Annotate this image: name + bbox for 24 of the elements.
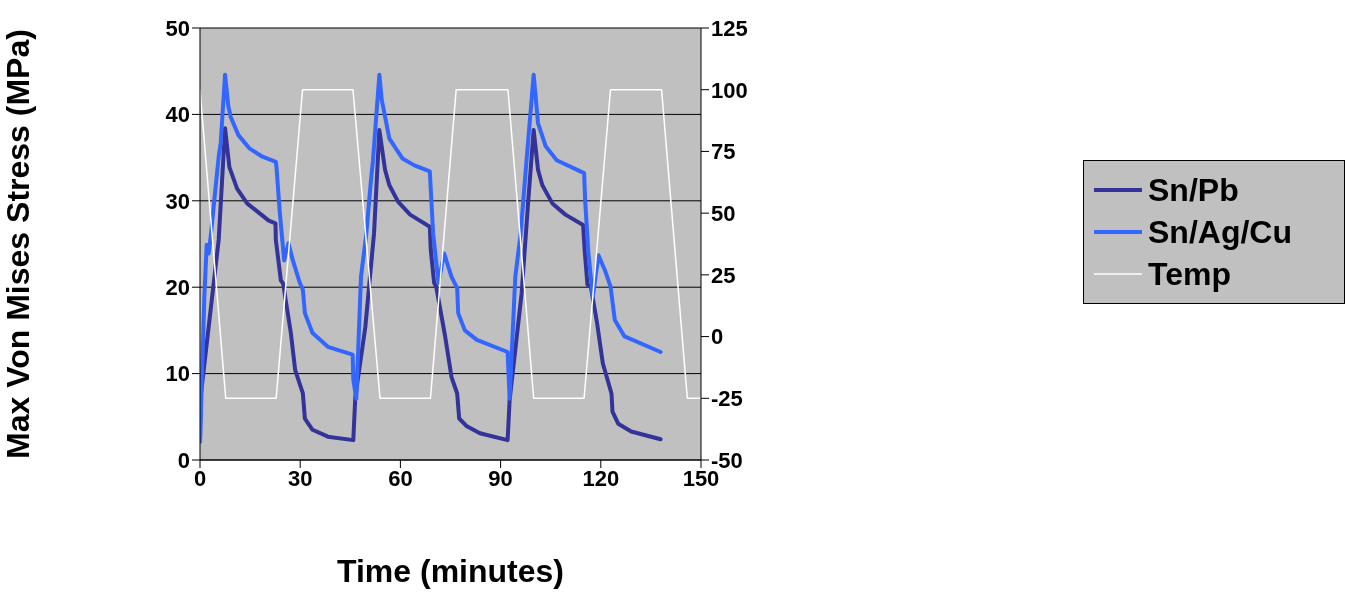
x-tick-label: 0 (193, 465, 207, 491)
x-tick-label: 30 (287, 465, 313, 491)
x-tick-label: 150 (682, 465, 720, 491)
y-tick-label: 40 (165, 102, 190, 128)
y-tick-label: 10 (165, 361, 190, 387)
y2-tick-label: 125 (711, 15, 748, 41)
x-tick-label: 120 (582, 465, 620, 491)
legend-label: Sn/Ag/Cu (1148, 213, 1292, 251)
legend-label: Sn/Pb (1148, 171, 1239, 209)
x-tick-label: 90 (488, 465, 513, 491)
y2-tick-label: 100 (711, 77, 748, 103)
y-tick-label: 0 (177, 447, 190, 473)
legend-label: Temp (1148, 255, 1231, 293)
y2-tick-label: 25 (711, 262, 736, 288)
y-tick-label: 50 (165, 15, 190, 41)
x-tick-label: 60 (388, 465, 413, 491)
y2-tick-label: -25 (711, 386, 743, 412)
y2-tick-label: 75 (711, 139, 736, 165)
y2-tick-label: 0 (711, 324, 724, 350)
y-axis-title: Max Von Mises Stress (MPa) (0, 29, 37, 459)
y-tick-label: 30 (165, 188, 190, 214)
x-axis-title: Time (minutes) (337, 553, 564, 589)
y2-tick-label: 50 (711, 200, 736, 226)
y-tick-label: 20 (165, 275, 190, 301)
